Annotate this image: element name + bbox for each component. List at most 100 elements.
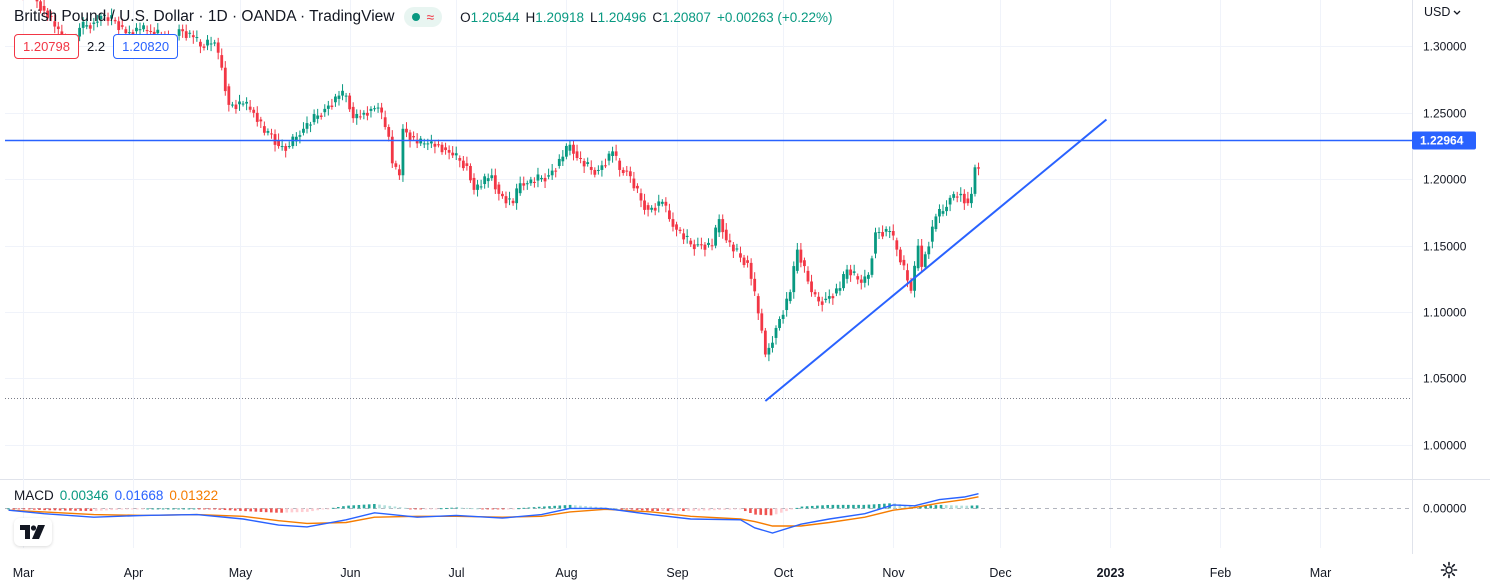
macd-hist-bar — [841, 504, 845, 509]
macd-hist-bar — [517, 508, 520, 510]
symbol-title[interactable]: British Pound / U.S. Dollar · 1D · OANDA… — [14, 8, 395, 25]
macd-hist-bar — [275, 508, 278, 513]
currency-label: USD — [1424, 5, 1451, 19]
macd-hist-bar — [950, 505, 953, 509]
candle-body — [344, 95, 348, 97]
macd-hist-bar — [548, 506, 551, 509]
macd-hist-bar — [285, 508, 289, 513]
candle-body — [490, 175, 494, 179]
candle-body — [724, 229, 728, 241]
candle-body — [717, 219, 721, 233]
macd-hist-bar — [58, 508, 62, 511]
candle-body — [95, 21, 99, 23]
sell-price-button[interactable]: 1.20798 — [14, 34, 79, 59]
macd-hist-bar — [177, 508, 180, 510]
high-label: H — [525, 9, 536, 25]
time-tick-label: Apr — [124, 566, 143, 580]
candle-body — [341, 90, 344, 96]
macd-line — [8, 493, 979, 534]
candle-body — [238, 101, 241, 105]
macd-hist-bar — [43, 508, 46, 511]
candle-body — [884, 228, 888, 232]
tradingview-logo[interactable] — [14, 518, 52, 546]
candle-body — [181, 29, 185, 32]
macd-hist-bar — [419, 508, 423, 510]
macd-hist-bar — [316, 508, 319, 511]
macd-legend[interactable]: MACD 0.00346 0.01668 0.01322 — [14, 488, 218, 503]
candle-body — [771, 342, 774, 348]
candle-body — [323, 108, 327, 113]
macd-hist-bar — [924, 505, 927, 509]
macd-hist-bar — [800, 506, 804, 509]
candle-body — [184, 31, 188, 38]
macd-hist-bar — [89, 508, 93, 511]
candle-body — [103, 14, 106, 16]
candle-body — [294, 136, 298, 142]
candle-body — [326, 105, 330, 109]
candle-body — [920, 245, 924, 267]
candle-body — [650, 207, 654, 210]
wave-icon: ≈ — [426, 9, 435, 25]
candle-body — [255, 112, 259, 122]
candle-body — [337, 95, 341, 99]
macd-hist-bar — [687, 508, 690, 512]
macd-hist-bar — [27, 508, 31, 510]
candle-body — [309, 124, 312, 126]
candle-body — [177, 29, 181, 36]
macd-hist-bar — [342, 506, 345, 509]
macd-hist-bar — [754, 508, 757, 515]
candle-body — [366, 112, 369, 116]
macd-hist-bar — [357, 504, 361, 509]
candle-body — [945, 206, 948, 212]
macd-hist-bar — [94, 508, 98, 511]
macd-hist-bar — [661, 508, 665, 512]
candle-body — [749, 262, 753, 279]
candle-body — [795, 249, 799, 271]
macd-hist-bar — [718, 508, 721, 511]
market-status-pill[interactable]: ≈ — [404, 7, 443, 27]
candle-body — [778, 318, 781, 328]
macd-hist-bar — [12, 508, 16, 510]
candle-body — [277, 140, 280, 147]
candle-body — [760, 313, 764, 331]
macd-hist-bar — [877, 503, 881, 509]
macd-hist-bar — [239, 508, 242, 511]
gear-icon[interactable] — [1440, 561, 1458, 584]
macd-hist-bar — [543, 506, 546, 509]
candle-body — [838, 288, 842, 291]
candle-body — [479, 186, 483, 188]
candle-body — [817, 296, 821, 302]
candle-body — [973, 167, 977, 194]
macd-hist-bar — [713, 508, 716, 511]
macd-hist-bar — [264, 508, 268, 513]
candle-body — [81, 21, 85, 28]
macd-hist-bar — [17, 508, 21, 510]
macd-hist-bar — [136, 508, 139, 510]
candle-body — [39, 1, 42, 11]
macd-hist-bar — [125, 508, 129, 510]
macd-hist-bar — [22, 508, 26, 510]
macd-hist-bar — [656, 508, 659, 512]
macd-hist-bar — [692, 508, 696, 511]
macd-hist-bar — [486, 508, 489, 510]
macd-hist-bar — [429, 508, 433, 510]
macd-hist-bar — [934, 505, 938, 509]
candle-body — [227, 86, 231, 105]
candle-body — [614, 151, 618, 156]
macd-hist-bar — [223, 508, 227, 511]
candle-body — [835, 288, 838, 294]
candle-body — [415, 139, 419, 144]
macd-hist-bar — [898, 504, 902, 509]
candle-body — [955, 196, 959, 198]
macd-hist-bar — [682, 508, 685, 512]
time-tick-label: Feb — [1210, 566, 1232, 580]
macd-hist-bar — [610, 507, 613, 509]
macd-hist-bar — [836, 504, 840, 509]
candle-body — [824, 298, 828, 301]
buy-price-button[interactable]: 1.20820 — [113, 34, 179, 59]
candle-body — [866, 274, 870, 279]
resistance-price-label: 1.22964 — [1420, 134, 1464, 148]
currency-selector[interactable]: USD — [1424, 5, 1461, 19]
macd-hist-bar — [311, 508, 314, 512]
